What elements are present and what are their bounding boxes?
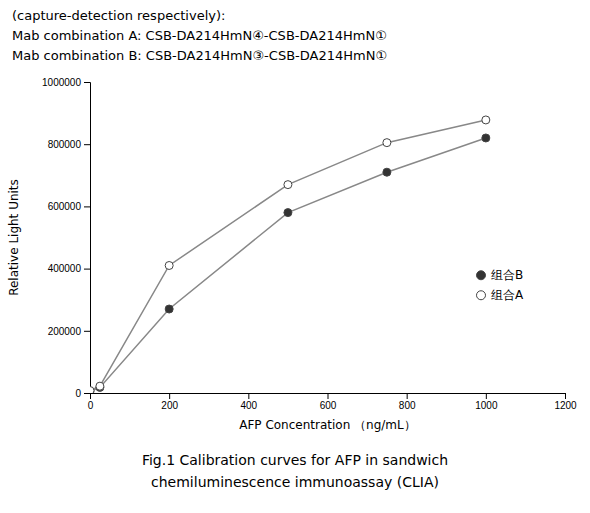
legend-item: 组合B (477, 268, 524, 282)
x-tick-mark (169, 393, 170, 399)
subtitle: Mab combination B: CSB-DA214HmN③-CSB-DA2… (12, 48, 387, 63)
x-tick-label: 800 (399, 400, 416, 411)
x-tick-mark (328, 393, 329, 399)
x-axis-label: AFP Concentration （ng/mL） (239, 418, 416, 432)
x-tick-label: 1200 (554, 400, 577, 411)
data-point (482, 116, 490, 124)
y-tick-mark (84, 82, 90, 83)
y-tick-label: 600000 (48, 201, 82, 212)
subtitle: (capture-detection respectively): (12, 8, 225, 23)
x-tick-mark (407, 393, 408, 399)
x-axis: 0 200 400 600 800 1000 1200 (88, 393, 577, 411)
y-tick-label: 800000 (48, 139, 82, 150)
series-line (90, 120, 486, 391)
x-tick-label: 600 (320, 400, 337, 411)
x-tick: 1200 (554, 393, 577, 411)
x-tick-mark (248, 393, 249, 399)
x-tick-label: 200 (161, 400, 178, 411)
x-tick-mark (486, 393, 487, 399)
y-tick-mark (84, 144, 90, 145)
legend-item: 组合A (477, 288, 525, 302)
x-tick-label: 1000 (475, 400, 498, 411)
data-point (165, 261, 173, 269)
x-tick-label: 400 (240, 400, 257, 411)
y-tick-mark (84, 206, 90, 207)
y-tick: 400000 (48, 263, 90, 274)
x-tick: 800 (399, 393, 416, 411)
data-point (383, 139, 391, 147)
legend-swatch (477, 291, 486, 300)
data-point (90, 387, 94, 393)
x-tick-mark (565, 393, 566, 399)
y-tick: 600000 (48, 201, 90, 212)
y-tick: 1000000 (42, 77, 90, 88)
y-tick-mark (84, 331, 90, 332)
legend-label: 组合B (491, 268, 523, 282)
x-tick: 200 (161, 393, 178, 411)
y-axis-line (84, 83, 91, 394)
data-point (90, 387, 94, 393)
data-point (165, 305, 173, 313)
data-point (482, 134, 490, 142)
x-axis-line (91, 394, 566, 400)
subtitle: Mab combination A: CSB-DA214HmN④-CSB-DA2… (12, 28, 387, 43)
x-tick: 1000 (475, 393, 498, 411)
y-tick: 800000 (48, 139, 90, 150)
x-tick: 400 (240, 393, 257, 411)
x-tick-label: 0 (88, 400, 94, 411)
plot: 0 200 400 600 800 1000 1200 0 200000 400000 600000… (7, 77, 577, 432)
y-tick-label: 0 (75, 388, 81, 399)
title: Fig.1 Calibration curves for AFP in sand… (142, 452, 448, 468)
y-tick-mark (84, 393, 90, 394)
y-axis: 0 200000 400000 600000 800000 1000000 (42, 77, 90, 399)
data-point (284, 181, 292, 189)
legend: 组合B 组合A (477, 268, 525, 302)
y-tick-label: 200000 (48, 326, 82, 337)
y-tick: 200000 (48, 326, 90, 337)
y-tick-label: 1000000 (42, 77, 81, 88)
y-axis-label: Relative Light Units (7, 179, 21, 296)
x-tick: 0 (88, 393, 94, 411)
legend-label: 组合A (491, 288, 524, 302)
series-line (90, 138, 486, 391)
title: chemiluminescence immunoassay (CLIA) (151, 474, 439, 490)
chart: (capture-detection respectively): Mab com… (0, 0, 590, 513)
data-point (96, 382, 104, 390)
x-tick: 600 (320, 393, 337, 411)
data-point (383, 168, 391, 176)
y-tick: 0 (75, 388, 90, 399)
legend-swatch (477, 271, 486, 280)
marks (90, 116, 490, 393)
y-tick-mark (84, 269, 90, 270)
data-point (284, 209, 292, 217)
y-tick-label: 400000 (48, 263, 82, 274)
